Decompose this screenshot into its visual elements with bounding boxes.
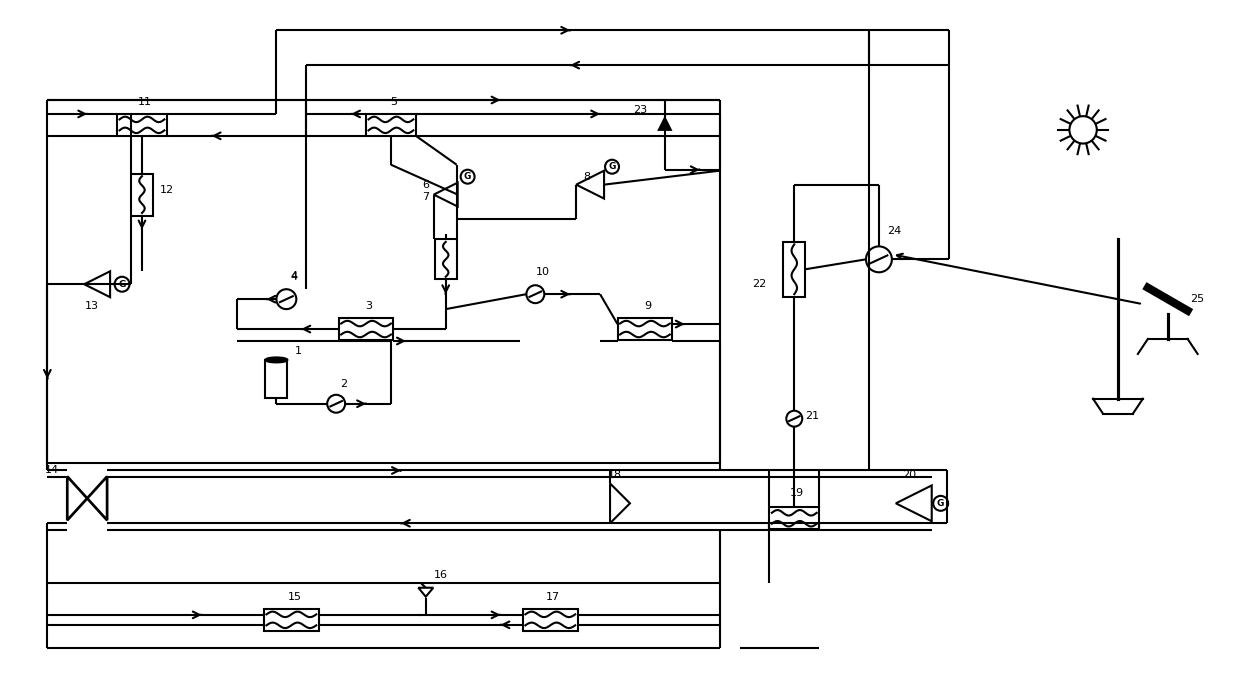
Text: 13: 13 [86, 301, 99, 311]
Text: 18: 18 [608, 471, 622, 481]
Text: 21: 21 [805, 411, 820, 421]
Text: 2: 2 [341, 379, 347, 389]
Text: 23: 23 [632, 105, 647, 115]
Text: 15: 15 [288, 592, 301, 602]
Bar [435, 240, 456, 279]
Text: 22: 22 [753, 279, 766, 289]
Bar [339, 318, 393, 340]
Bar [131, 174, 153, 215]
Text: G: G [937, 499, 945, 508]
Text: 1: 1 [295, 346, 301, 356]
Text: 16: 16 [434, 570, 448, 580]
Text: 9: 9 [645, 301, 651, 311]
Polygon shape [658, 118, 671, 130]
Text: 17: 17 [546, 592, 560, 602]
Bar [366, 114, 415, 136]
Bar [523, 609, 578, 631]
Text: 10: 10 [537, 268, 551, 277]
Text: 24: 24 [887, 226, 901, 236]
Text: G: G [464, 172, 471, 181]
Bar [265, 360, 288, 398]
Text: 4: 4 [290, 272, 298, 282]
Text: 19: 19 [790, 488, 805, 498]
Bar [769, 507, 820, 529]
Text: 7: 7 [423, 191, 429, 202]
Text: 4: 4 [290, 271, 298, 281]
Text: G: G [609, 162, 616, 171]
Text: 14: 14 [46, 466, 60, 475]
Bar [264, 609, 319, 631]
Text: 12: 12 [160, 185, 174, 195]
Text: 8: 8 [584, 172, 590, 182]
Text: 11: 11 [138, 97, 153, 107]
Bar [117, 114, 167, 136]
Text: G: G [118, 280, 125, 289]
Polygon shape [418, 588, 433, 597]
Text: 25: 25 [1190, 294, 1205, 304]
Ellipse shape [265, 357, 288, 363]
Bar [618, 318, 672, 340]
Text: 3: 3 [366, 301, 372, 311]
Text: 5: 5 [391, 97, 398, 107]
Text: 20: 20 [901, 471, 916, 481]
Bar [784, 242, 805, 297]
Text: 6: 6 [423, 180, 429, 189]
